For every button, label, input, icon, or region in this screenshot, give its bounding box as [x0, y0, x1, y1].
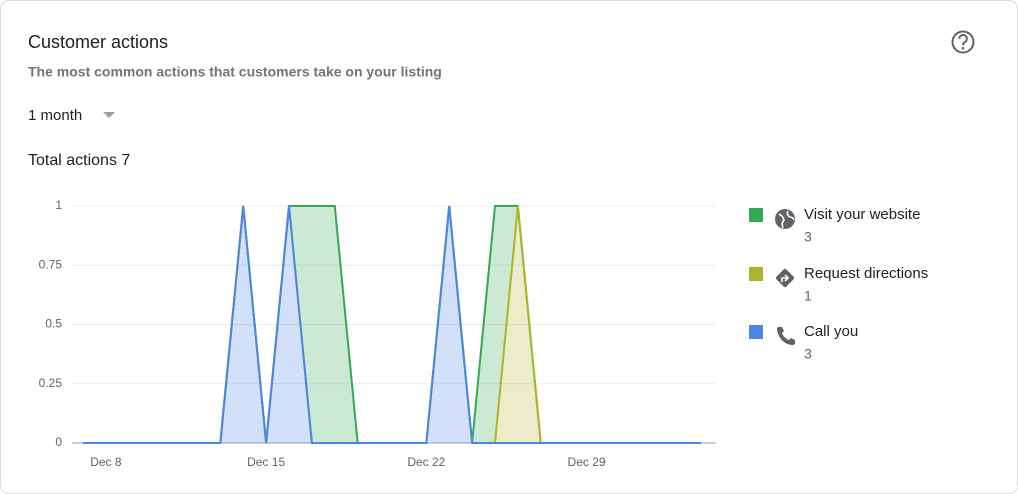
area [83, 206, 701, 443]
legend-total: 3 [804, 346, 812, 362]
legend-name: Call you [804, 323, 858, 340]
help-icon[interactable] [951, 30, 975, 54]
legend-total: 1 [804, 288, 812, 304]
legend-icons [775, 209, 795, 345]
directions-arrow [781, 274, 790, 282]
help-dot[interactable] [961, 46, 965, 50]
legend-name: Visit your website [804, 206, 920, 223]
line [83, 205, 701, 444]
phone-icon [777, 327, 795, 345]
legend: Visit your website 3 Request directions 1 Ca… [749, 206, 928, 362]
period-select[interactable]: 1 month [28, 107, 115, 124]
help-circle[interactable] [951, 30, 975, 54]
x-tick-label: Dec 8 [90, 455, 122, 469]
legend-swatch [749, 267, 763, 281]
y-tick-label: 0.75 [39, 257, 63, 271]
globe-detail [778, 210, 795, 229]
x-tick-label: Dec 15 [247, 455, 285, 469]
legend-swatch [749, 325, 763, 339]
plot: 0 0.25 0.5 0.75 1 Dec 8 Dec 15 Dec 22 Dec 29 [39, 198, 716, 469]
title: Customer actions [28, 32, 168, 52]
x-tick-label: Dec 29 [568, 455, 606, 469]
subtitle: The most common actions that customers t… [28, 64, 442, 80]
globe-icon [775, 209, 795, 229]
y-tick-label: 1 [55, 198, 62, 212]
x-tick-label: Dec 22 [407, 455, 445, 469]
legend-total: 3 [804, 229, 812, 245]
period-label[interactable]: 1 month [28, 107, 82, 124]
total-actions: Total actions 7 [28, 152, 130, 169]
legend-swatch [749, 208, 763, 222]
y-tick-label: 0.5 [45, 317, 62, 331]
dropdown-arrow[interactable] [103, 112, 115, 118]
help-glyph[interactable] [958, 33, 968, 46]
y-tick-label: 0.25 [39, 376, 63, 390]
legend-name: Request directions [804, 265, 928, 282]
y-tick-label: 0 [55, 435, 62, 449]
